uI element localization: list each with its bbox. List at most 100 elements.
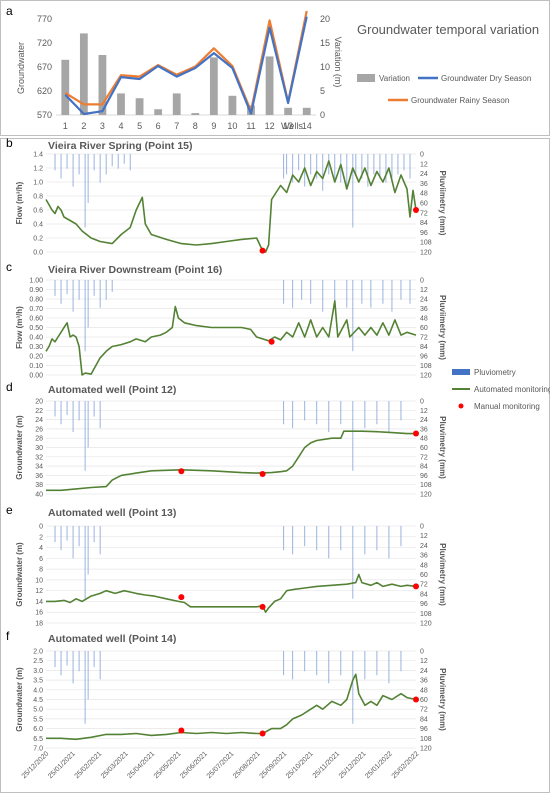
- x-date-label-6: 25/06/2021: [179, 750, 209, 780]
- legend-pluviometry-label: Pluviometry: [474, 368, 516, 377]
- panel-a-xtick-2: 3: [100, 121, 105, 131]
- panel-a-xtick-5: 6: [156, 121, 161, 131]
- panel-a-line-rainy: [64, 10, 308, 113]
- panel-a-bar-7: [191, 113, 200, 115]
- panel-b-y2label: Pluviimetry (mm): [438, 171, 447, 236]
- panel-a-bar-4: [135, 98, 144, 115]
- panel-c-title: Vieira River Downstream (Point 16): [48, 264, 222, 276]
- panel-b-y2tick-7: 84: [420, 220, 428, 227]
- panel-a-ytick-4: 770: [37, 14, 52, 24]
- panel-f-y2tick-1: 12: [420, 658, 428, 665]
- panel-f-ytick-4: 4.0: [33, 687, 43, 694]
- panel-a-y2tick-3: 15: [320, 38, 330, 48]
- panel-e-plot: e Automated well (Point 13)02468101214161…: [6, 503, 447, 628]
- panel-b-automated-line: [45, 160, 417, 253]
- panel-a-ytick-3: 720: [37, 38, 52, 48]
- panel-d-y2tick-1: 12: [420, 408, 428, 415]
- panel-d-y2tick-4: 48: [420, 436, 428, 443]
- panel-d-manual-point-2: [413, 430, 419, 437]
- panel-e-manual-point-0: [178, 594, 185, 601]
- panel-a-bar-3: [117, 93, 125, 115]
- x-date-label-10: 25/10/2021: [285, 750, 315, 780]
- panel-b-y2tick-1: 12: [420, 161, 428, 168]
- panel-a-xtick-10: 11: [246, 121, 255, 131]
- panel-e-ytick-5: 10: [35, 577, 43, 584]
- panel-a-letter: a: [6, 4, 13, 18]
- panel-b-pluviometry-series: [54, 154, 411, 228]
- panel-d-y2tick-3: 36: [420, 426, 428, 433]
- panel-a-xtick-0: 1: [63, 121, 68, 131]
- panel-a-xtick-4: 5: [137, 121, 142, 131]
- panel-a-y2tick-4: 20: [320, 14, 330, 24]
- panel-c-y2label: Pluviimetry (mm): [438, 295, 447, 360]
- panel-d-ytick-0: 20: [35, 399, 43, 406]
- panel-f-ytick-7: 5.5: [33, 716, 43, 723]
- panel-c-ytick-6: 0.40: [29, 335, 43, 342]
- panel-f-y2tick-8: 96: [420, 726, 428, 733]
- panel-b-ytick-1: 1.2: [33, 166, 43, 173]
- panel-a-xtick-13: 14: [302, 121, 312, 131]
- panel-b-manual-point-0: [259, 247, 266, 254]
- shared-x-axis: 25/12/202025/01/202125/02/202125/03/2021…: [21, 750, 421, 780]
- panel-d-ytick-3: 26: [35, 426, 43, 433]
- panel-f-ytick-9: 6.5: [33, 736, 43, 743]
- panel-b-y2tick-3: 36: [420, 181, 428, 188]
- x-date-label-8: 25/08/2021: [232, 750, 262, 780]
- panel-f-ytick-8: 6.0: [33, 726, 43, 733]
- panel-b-ytick-7: 0.0: [33, 250, 43, 257]
- panel-b-y2tick-4: 48: [420, 191, 428, 198]
- legend-manual-swatch: [458, 403, 464, 409]
- panel-f-y2tick-0: 0: [420, 649, 424, 656]
- panel-d-y2tick-9: 108: [420, 482, 432, 489]
- panel-b-ytick-3: 0.8: [33, 194, 43, 201]
- panel-f-manual-point-2: [413, 696, 419, 703]
- panel-e-y2tick-3: 36: [420, 553, 428, 560]
- panel-a-y2tick-2: 10: [320, 62, 330, 72]
- panel-e-y2label: Pluvimetry (mm): [438, 543, 447, 606]
- panel-a-bar-1: [79, 33, 88, 115]
- panel-c-ytick-5: 0.50: [29, 325, 43, 332]
- panel-d-ytick-6: 32: [35, 454, 43, 461]
- panel-e-manual-point-2: [413, 583, 419, 590]
- panel-f-ytick-3: 3.5: [33, 678, 43, 685]
- panel-f-automated-line: [46, 673, 417, 741]
- x-date-label-2: 25/02/2021: [74, 750, 104, 780]
- panel-e-y2tick-7: 84: [420, 591, 428, 598]
- panel-e-y2tick-2: 24: [420, 543, 428, 550]
- panel-f-letter: f: [6, 629, 10, 643]
- panel-c-ytick-0: 1.00: [29, 278, 43, 285]
- panel-e-pluviometry-series: [54, 526, 402, 599]
- panel-f-ytick-0: 2.0: [33, 649, 43, 656]
- panel-b-ytick-0: 1.4: [33, 152, 43, 159]
- panel-f-y2tick-2: 24: [420, 668, 428, 675]
- panel-f-pluviometry-series: [54, 651, 402, 724]
- panel-e-ytick-4: 8: [39, 567, 43, 574]
- panel-f-y2label: Pluvimetry (mm): [438, 668, 447, 731]
- panel-d-y2tick-7: 84: [420, 464, 428, 471]
- panel-a-y2label: Variation (m): [333, 37, 343, 88]
- panel-e-y2tick-0: 0: [420, 524, 424, 531]
- right-legend: Pluviometry Automated monitoring Manual …: [452, 368, 550, 411]
- panel-f-ytick-5: 4.5: [33, 697, 43, 704]
- panel-c-automated-line: [45, 300, 417, 376]
- panel-e-title: Automated well (Point 13): [48, 507, 176, 519]
- x-date-label-0: 25/12/2020: [21, 750, 51, 780]
- panel-d-ytick-2: 24: [35, 417, 43, 424]
- panel-b-y2tick-2: 24: [420, 171, 428, 178]
- panel-a-bar-2: [98, 55, 107, 115]
- panel-c-ytick-7: 0.30: [29, 344, 43, 351]
- panel-f-y2tick-3: 36: [420, 678, 428, 685]
- panel-e-y2tick-4: 48: [420, 562, 428, 569]
- panel-f-ytick-6: 5.0: [33, 707, 43, 714]
- panel-d-title: Automated well (Point 12): [48, 384, 176, 396]
- panel-f-y2tick-4: 48: [420, 687, 428, 694]
- panel-b-ytick-5: 0.4: [33, 222, 43, 229]
- panel-f-plot: f Automated well (Point 14) 2.0 2.5 3.0 3.5 4.…: [6, 629, 447, 753]
- panel-d-ytick-8: 36: [35, 473, 43, 480]
- panel-f-y2tick-9: 108: [420, 736, 432, 743]
- panel-e-automated-line: [46, 573, 417, 614]
- panel-d-ylabel: Groundwater (m): [15, 415, 24, 480]
- panel-e-y2tick-6: 72: [420, 582, 428, 589]
- panel-f-y2tick-7: 84: [420, 716, 428, 723]
